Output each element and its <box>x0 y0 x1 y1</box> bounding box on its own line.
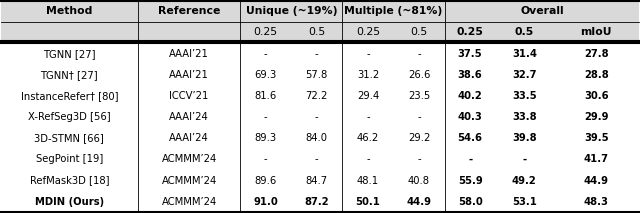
Text: 0.25: 0.25 <box>456 27 483 37</box>
Text: 72.2: 72.2 <box>306 91 328 101</box>
Text: Multiple (~81%): Multiple (~81%) <box>344 6 443 16</box>
Text: -: - <box>315 112 319 122</box>
Text: -: - <box>417 112 420 122</box>
Text: mIoU: mIoU <box>580 27 612 37</box>
Text: -: - <box>417 154 420 164</box>
Text: ACMMM’24: ACMMM’24 <box>161 154 217 164</box>
Text: 39.8: 39.8 <box>512 133 537 143</box>
Text: AAAI’21: AAAI’21 <box>169 70 209 80</box>
Text: 0.5: 0.5 <box>308 27 325 37</box>
Text: 32.7: 32.7 <box>512 70 536 80</box>
Text: AAAI’24: AAAI’24 <box>169 112 209 122</box>
Text: 69.3: 69.3 <box>255 70 277 80</box>
Text: 23.5: 23.5 <box>408 91 430 101</box>
Text: 58.0: 58.0 <box>458 197 483 207</box>
Text: 84.0: 84.0 <box>306 133 328 143</box>
Text: Reference: Reference <box>158 6 220 16</box>
Text: 33.8: 33.8 <box>512 112 537 122</box>
Text: 0.25: 0.25 <box>253 27 278 37</box>
Text: InstanceRefer† [80]: InstanceRefer† [80] <box>20 91 118 101</box>
Text: AAAI’21: AAAI’21 <box>169 49 209 59</box>
Text: 87.2: 87.2 <box>305 197 329 207</box>
Text: 38.6: 38.6 <box>458 70 483 80</box>
Text: 0.5: 0.5 <box>410 27 428 37</box>
Text: ACMMM’24: ACMMM’24 <box>161 197 217 207</box>
Text: 89.3: 89.3 <box>255 133 276 143</box>
Text: 54.6: 54.6 <box>458 133 483 143</box>
Text: -: - <box>315 49 319 59</box>
Text: 29.4: 29.4 <box>356 91 379 101</box>
Text: Overall: Overall <box>520 6 564 16</box>
Text: 27.8: 27.8 <box>584 49 609 59</box>
Text: -: - <box>315 154 319 164</box>
Text: -: - <box>264 154 268 164</box>
Text: 49.2: 49.2 <box>512 176 537 186</box>
Text: 40.2: 40.2 <box>458 91 483 101</box>
Text: TGNN [27]: TGNN [27] <box>43 49 95 59</box>
Text: Unique (~19%): Unique (~19%) <box>246 6 337 16</box>
Text: ACMMM’24: ACMMM’24 <box>161 176 217 186</box>
Text: 81.6: 81.6 <box>255 91 277 101</box>
Text: -: - <box>264 49 268 59</box>
Text: 91.0: 91.0 <box>253 197 278 207</box>
Text: RefMask3D [18]: RefMask3D [18] <box>29 176 109 186</box>
Text: 55.9: 55.9 <box>458 176 483 186</box>
Text: 50.1: 50.1 <box>355 197 380 207</box>
Text: Method: Method <box>46 6 93 16</box>
Text: 0.5: 0.5 <box>515 27 534 37</box>
Text: 89.6: 89.6 <box>255 176 277 186</box>
Text: 37.5: 37.5 <box>458 49 483 59</box>
Text: -: - <box>366 154 370 164</box>
Text: 26.6: 26.6 <box>408 70 430 80</box>
Text: 28.8: 28.8 <box>584 70 609 80</box>
Text: -: - <box>264 112 268 122</box>
Text: 44.9: 44.9 <box>406 197 431 207</box>
Text: 31.4: 31.4 <box>512 49 537 59</box>
Text: 0.25: 0.25 <box>356 27 380 37</box>
Text: 57.8: 57.8 <box>306 70 328 80</box>
Text: X-RefSeg3D [56]: X-RefSeg3D [56] <box>28 112 111 122</box>
Text: 29.2: 29.2 <box>408 133 430 143</box>
Text: SegPoint [19]: SegPoint [19] <box>36 154 103 164</box>
Text: 30.6: 30.6 <box>584 91 609 101</box>
Text: -: - <box>366 112 370 122</box>
Bar <box>1 1 639 43</box>
Text: 44.9: 44.9 <box>584 176 609 186</box>
Text: ICCV’21: ICCV’21 <box>170 91 209 101</box>
Text: 41.7: 41.7 <box>584 154 609 164</box>
Text: 33.5: 33.5 <box>512 91 537 101</box>
Text: 29.9: 29.9 <box>584 112 609 122</box>
Text: -: - <box>468 154 472 164</box>
Text: AAAI’24: AAAI’24 <box>169 133 209 143</box>
Text: 84.7: 84.7 <box>306 176 328 186</box>
Text: 3D-STMN [66]: 3D-STMN [66] <box>35 133 104 143</box>
Text: 46.2: 46.2 <box>356 133 379 143</box>
Text: -: - <box>366 49 370 59</box>
Text: 48.1: 48.1 <box>357 176 379 186</box>
Text: 31.2: 31.2 <box>356 70 379 80</box>
Text: 40.8: 40.8 <box>408 176 430 186</box>
Text: 53.1: 53.1 <box>512 197 537 207</box>
Text: TGNN† [27]: TGNN† [27] <box>40 70 98 80</box>
Text: -: - <box>417 49 420 59</box>
Text: 40.3: 40.3 <box>458 112 483 122</box>
Text: 48.3: 48.3 <box>584 197 609 207</box>
Text: 39.5: 39.5 <box>584 133 609 143</box>
Text: -: - <box>522 154 527 164</box>
Text: MDIN (Ours): MDIN (Ours) <box>35 197 104 207</box>
